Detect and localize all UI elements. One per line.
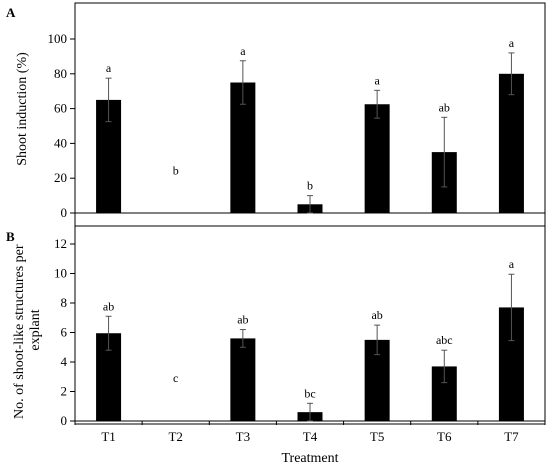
panel-b-bar-T3 bbox=[230, 338, 256, 421]
panel-b-y-axis-label: No. of shoot-like structures per explant bbox=[12, 241, 43, 419]
panel-b-x-tick-label-T7: T7 bbox=[504, 429, 519, 444]
panel-a-letter-T2: b bbox=[173, 164, 179, 178]
panel-a-letter-T3: a bbox=[240, 44, 246, 58]
panel-b-letter-T2: c bbox=[173, 371, 178, 385]
panel-b-letter-T6: abc bbox=[436, 333, 453, 347]
panel-a-y-tick-label-5: 100 bbox=[48, 31, 68, 46]
panel-b-x-tick-label-T2: T2 bbox=[168, 429, 182, 444]
panel-b-letter-T3: ab bbox=[237, 313, 248, 327]
panel-b-label: B bbox=[6, 229, 15, 244]
panel-a-letter-T4: b bbox=[307, 179, 313, 193]
panel-a-letter-T5: a bbox=[374, 73, 380, 87]
panel-a-label: A bbox=[6, 5, 16, 20]
panel-b-y-tick-label-5: 10 bbox=[54, 266, 67, 281]
panel-b-y-tick-label-1: 2 bbox=[61, 384, 68, 399]
panel-b-y-axis-label-line-2: explant bbox=[28, 309, 43, 350]
panel-b-y-tick-label-4: 8 bbox=[61, 295, 68, 310]
panel-a-y-tick-label-2: 40 bbox=[54, 135, 67, 150]
panel-a-letter-T7: a bbox=[509, 36, 515, 50]
panel-b-letter-T1: ab bbox=[103, 299, 114, 313]
panel-b-x-tick-label-T3: T3 bbox=[236, 429, 250, 444]
panel-a-bar-T7 bbox=[498, 73, 524, 213]
panel-b-y-axis-label-line-1: No. of shoot-like structures per bbox=[12, 244, 27, 419]
panel-a-y-tick-label-4: 80 bbox=[54, 66, 67, 81]
panel-b-x-tick-label-T1: T1 bbox=[101, 429, 115, 444]
panel-a-letter-T6: ab bbox=[439, 100, 450, 114]
panel-b-x-tick-label-T6: T6 bbox=[437, 429, 452, 444]
panel-a-y-tick-label-1: 20 bbox=[54, 170, 67, 185]
panel-b-letter-T7: a bbox=[509, 257, 515, 271]
panel-a-y-tick-label-0: 0 bbox=[61, 205, 68, 220]
panel-a-letter-T1: a bbox=[106, 61, 112, 75]
panel-a-y-tick-label-3: 60 bbox=[54, 101, 67, 116]
panel-b-y-tick-label-6: 12 bbox=[54, 236, 67, 251]
panel-b-letter-T4: bc bbox=[304, 386, 315, 400]
panel-b-x-tick-label-T4: T4 bbox=[303, 429, 318, 444]
panel-b-y-tick-label-3: 6 bbox=[61, 325, 68, 340]
panel-b-x-tick-label-T5: T5 bbox=[370, 429, 384, 444]
x-axis-label: Treatment bbox=[281, 451, 338, 466]
panel-b-letter-T5: ab bbox=[371, 308, 382, 322]
panel-b-y-tick-label-2: 4 bbox=[61, 354, 68, 369]
panel-a-bar-T5 bbox=[364, 104, 390, 213]
panel-b-y-tick-label-0: 0 bbox=[61, 413, 68, 428]
panel-a-y-axis-label: Shoot induction (%) bbox=[15, 52, 30, 166]
panel-b-plot: 0 2 4 6 8 10 12 ab T1 c T2 ab T3 bc T4 ab T5 abc T6 a T7 bbox=[54, 236, 546, 444]
